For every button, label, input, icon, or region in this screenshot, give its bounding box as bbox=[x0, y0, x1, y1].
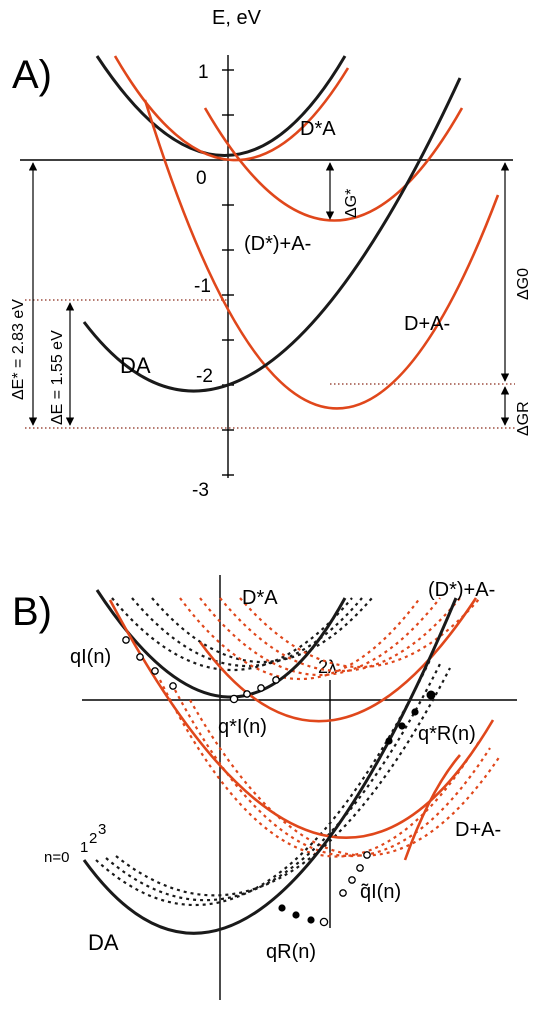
panel-b: B) 2λ bbox=[12, 575, 517, 1000]
label-dstar-plus-a-minus: (D*)+A- bbox=[244, 233, 311, 255]
level-n0: n=0 bbox=[44, 849, 69, 866]
energy-axis-title: E, eV bbox=[212, 7, 262, 29]
label-d-plus-a-minus: D+A- bbox=[404, 313, 450, 335]
label-q-r: qR(n) bbox=[266, 941, 316, 963]
b-label-dstar-a: D*A bbox=[242, 587, 278, 609]
label-dg0: ΔG0 bbox=[515, 268, 532, 300]
b-label-dstar-plus-a-minus: (D*)+A- bbox=[428, 579, 495, 601]
curve-dstar-a-shifted bbox=[115, 56, 348, 160]
level-n1: 1 bbox=[80, 839, 88, 856]
b-label-da: DA bbox=[88, 930, 119, 955]
panel-a-label: A) bbox=[12, 53, 52, 97]
panel-b-label: B) bbox=[12, 590, 52, 634]
label-q-tilde-i: q̃I(n) bbox=[360, 881, 401, 903]
tick-1: 1 bbox=[198, 62, 209, 83]
tick-minus-2: -2 bbox=[196, 366, 213, 387]
b-curve-dstar-plus-a-minus bbox=[200, 598, 476, 721]
label-q-i: qI(n) bbox=[70, 646, 111, 668]
level-n3: 3 bbox=[98, 821, 106, 838]
tick-minus-1: -1 bbox=[194, 276, 211, 297]
panel-a: A) E, eV 1 0 -1 -2 -3 bbox=[10, 7, 532, 501]
label-dstar-a: D*A bbox=[300, 118, 336, 140]
da-vibrational-levels bbox=[96, 660, 450, 905]
label-da: DA bbox=[120, 353, 151, 378]
tick-0: 0 bbox=[196, 168, 207, 189]
level-n2: 2 bbox=[89, 830, 97, 847]
label-de: ΔE = 1.55 eV bbox=[49, 330, 66, 425]
label-q-r-star: q*R(n) bbox=[418, 723, 476, 745]
label-dgr: ΔGR bbox=[515, 401, 532, 436]
b-curve-d-plus-a-minus-right bbox=[405, 755, 460, 860]
label-de-star: ΔE* = 2.83 eV bbox=[10, 299, 27, 400]
tick-minus-3: -3 bbox=[192, 480, 209, 501]
label-dg-star: ΔG* bbox=[343, 189, 360, 218]
b-label-d-plus-a-minus: D+A- bbox=[455, 819, 501, 841]
curve-d-plus-a-minus bbox=[145, 100, 498, 408]
label-q-i-star: q*I(n) bbox=[218, 716, 267, 738]
curve-dstar-a bbox=[97, 56, 345, 156]
